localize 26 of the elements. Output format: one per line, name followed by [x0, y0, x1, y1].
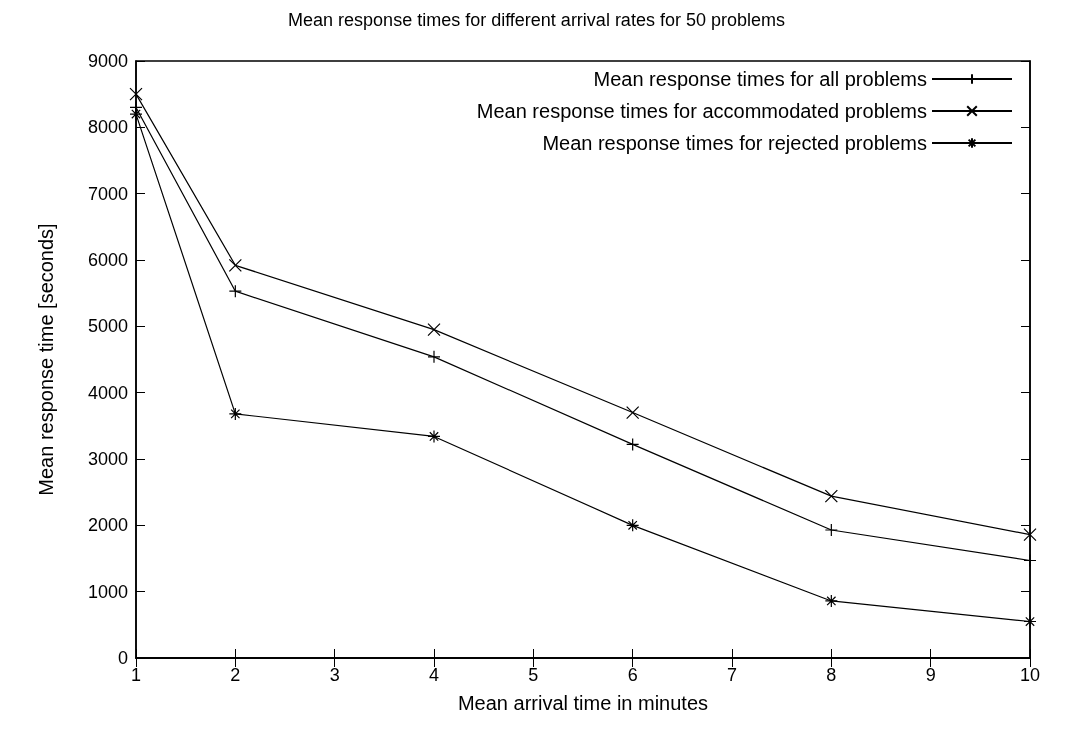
- legend-label: Mean response times for accommodated problems: [476, 100, 927, 122]
- y-tick-label: 5000: [87, 316, 128, 337]
- x-tick-label: 3: [329, 665, 340, 685]
- x-tick-label: 5: [528, 665, 539, 685]
- y-tick-label: 3000: [87, 449, 128, 469]
- y-tick-label: 4000: [87, 382, 128, 403]
- y-tick-label: 0: [117, 648, 128, 668]
- x-tick-label: 2: [230, 665, 241, 685]
- x-axis-title: Mean arrival time in minutes: [457, 692, 709, 714]
- y-tick-label: 1000: [87, 581, 128, 602]
- x-tick-label: 9: [925, 665, 936, 685]
- chart-title: Mean response times for different arrival rates for 50 problems: [288, 10, 785, 30]
- y-tick-label: 6000: [87, 250, 128, 270]
- x-tick-label: 4: [428, 665, 440, 685]
- y-tick-label: 8000: [87, 117, 128, 138]
- x-tick-label: 1: [130, 665, 142, 685]
- legend-label: Mean response times for all problems: [593, 68, 927, 90]
- y-tick-label: 7000: [87, 183, 128, 204]
- x-tick-label: 10: [1019, 665, 1041, 685]
- y-tick-label: 9000: [87, 51, 128, 71]
- x-tick-label: 6: [627, 665, 638, 685]
- x-tick-label: 7: [726, 665, 738, 685]
- y-tick-label: 2000: [87, 515, 128, 536]
- x-tick-label: 8: [826, 665, 837, 685]
- legend-label: Mean response times for rejected problems: [542, 132, 927, 154]
- y-axis-title: Mean response time [seconds]: [35, 223, 57, 496]
